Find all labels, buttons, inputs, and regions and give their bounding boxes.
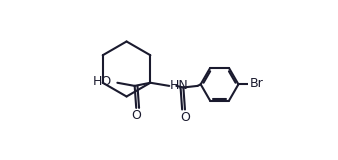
Text: O: O [180,111,190,124]
Text: HN: HN [170,79,189,92]
Text: O: O [131,109,141,122]
Text: HO: HO [93,75,112,88]
Text: Br: Br [250,77,264,90]
